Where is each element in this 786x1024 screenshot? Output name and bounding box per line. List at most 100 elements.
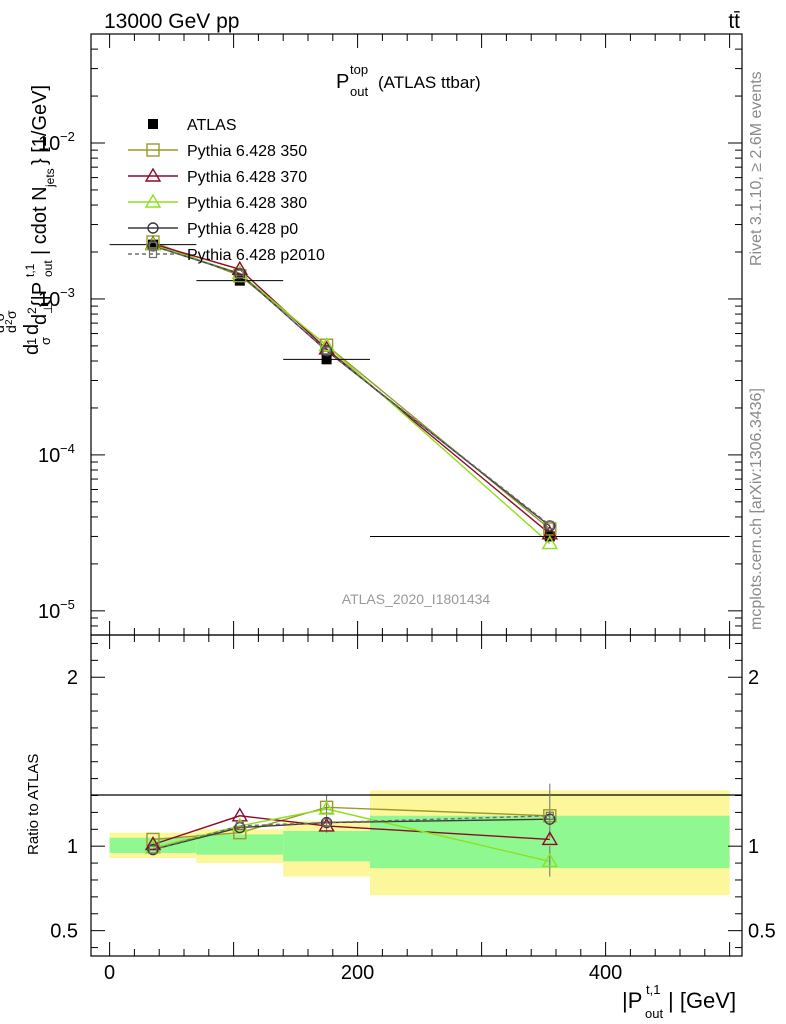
data-point — [541, 525, 559, 540]
data-point — [234, 275, 245, 286]
data-point — [322, 346, 331, 355]
y-tick-label: 10 — [38, 289, 60, 311]
ratio-line — [152, 818, 550, 851]
upper-series-lines — [109, 241, 730, 545]
ratio-uncertainty-bands — [109, 790, 730, 896]
svg-text:⊥: ⊥ — [41, 304, 55, 314]
svg-text:{|P: {|P — [29, 282, 51, 307]
legend-label: Pythia 6.428 370 — [187, 169, 307, 186]
svg-text:t,1: t,1 — [646, 982, 660, 997]
ratio-point — [147, 843, 159, 856]
legend-marker — [147, 222, 159, 234]
ratio-y-tick-label: 1 — [67, 836, 78, 858]
svg-text:} [1/GeV]: } [1/GeV] — [29, 85, 51, 165]
data-point — [148, 241, 158, 250]
svg-text:d σ: d σ — [0, 312, 7, 333]
ratio-y-tick-label-right: 0.5 — [748, 921, 776, 943]
legend-marker — [148, 119, 158, 129]
ratio-point — [235, 821, 244, 831]
x-tick-label: 200 — [341, 962, 374, 984]
ratio-line — [152, 808, 550, 863]
ratio-point — [543, 809, 557, 823]
y-tick-exponent: −3 — [60, 285, 75, 300]
data-point — [543, 522, 557, 536]
legend-marker — [146, 143, 160, 157]
x-tick-label: 0 — [104, 962, 115, 984]
header-right: tt̄ — [728, 10, 740, 33]
svg-text:d: d — [3, 325, 19, 333]
band-inner — [283, 830, 370, 862]
ratio-y-tick-label: 0.5 — [50, 921, 78, 943]
legend-marker — [144, 167, 162, 182]
svg-text:σ: σ — [3, 310, 19, 319]
band-inner — [196, 834, 284, 855]
data-point — [148, 239, 158, 250]
series-line — [152, 241, 551, 530]
svg-text:top: top — [350, 62, 368, 77]
watermark: ATLAS_2020_I1801434 — [342, 591, 491, 607]
svg-text:d: d — [29, 314, 51, 325]
data-point — [320, 345, 333, 357]
svg-text:out: out — [645, 1006, 663, 1021]
ratio-point — [233, 825, 247, 840]
ratio-y-tick-label-right: 1 — [748, 836, 759, 858]
ratio-line — [152, 806, 550, 841]
svg-text:fid: fid — [0, 304, 3, 315]
data-point — [234, 268, 246, 280]
series-line — [152, 244, 551, 545]
ratio-point — [544, 813, 556, 825]
data-point — [318, 337, 335, 352]
svg-text:d: d — [21, 344, 43, 355]
svg-text:out: out — [350, 84, 368, 99]
ratio-y-tick-label: 2 — [67, 667, 78, 689]
legend-label: Pythia 6.428 380 — [187, 195, 307, 212]
header-left: 13000 GeV pp — [104, 10, 239, 33]
legend-label: Pythia 6.428 p2010 — [187, 247, 325, 264]
legend: ATLAS Pythia 6.428 350 Pythia 6.428 370 Pyt… — [128, 117, 325, 264]
plot-title: P top out (ATLAS ttbar) — [336, 62, 481, 99]
data-point — [321, 354, 332, 365]
y-tick-exponent: −2 — [60, 129, 75, 144]
upper-series-markers — [144, 235, 559, 550]
y-tick-label: 10 — [38, 601, 60, 623]
data-point — [235, 269, 244, 278]
svg-text:1: 1 — [24, 338, 39, 345]
data-point — [231, 260, 249, 275]
ratio-y-tick-label-right: 2 — [748, 667, 759, 689]
series-line — [152, 245, 551, 526]
ratio-series-lines — [152, 783, 551, 877]
ratio-point — [320, 816, 333, 829]
ratio-point — [148, 845, 158, 854]
upper-panel: 10−510−410−310−2 ATLAS_2020_I1801434 P t… — [0, 33, 743, 636]
svg-text:jets: jets — [43, 168, 57, 188]
lower-x-label: |P t,1 out | [GeV] — [622, 982, 736, 1021]
svg-text:σ: σ — [38, 337, 53, 345]
svg-text:P: P — [336, 71, 349, 93]
ratio-line — [152, 815, 550, 851]
svg-text:t,1: t,1 — [23, 263, 37, 277]
ratio-point — [322, 818, 331, 827]
x-tick-label: 400 — [589, 962, 622, 984]
svg-text:out: out — [41, 260, 55, 277]
svg-text:2: 2 — [25, 307, 39, 314]
lower-axis-ticks: 0.5 0.5 1 1 2 2 0 200 400 — [50, 635, 776, 984]
y-tick-exponent: −4 — [60, 441, 75, 456]
legend-label: Pythia 6.428 p0 — [187, 221, 298, 238]
upper-y-label: d 1 σ d d 2 σ d σ fid d 2 ⊥ {|P t,1 out … — [0, 85, 57, 355]
ratio-series-markers — [144, 800, 559, 868]
svg-text:| cdot N: | cdot N — [29, 186, 51, 255]
svg-text:| [GeV]: | [GeV] — [668, 988, 736, 1013]
data-point — [541, 535, 559, 550]
svg-text:|P: |P — [622, 988, 642, 1013]
y-tick-exponent: −5 — [60, 597, 75, 612]
svg-text:d: d — [21, 324, 43, 335]
ratio-point — [541, 831, 559, 846]
legend-label: ATLAS — [187, 117, 237, 134]
ratio-line — [152, 815, 550, 846]
ratio-point — [231, 807, 249, 822]
lower-y-label: Ratio to ATLAS — [25, 754, 42, 855]
y-tick-label: 10 — [38, 445, 60, 467]
upper-axis-ticks: 10−510−410−310−2 — [38, 33, 742, 636]
mcplots-label: mcplots.cern.ch [arXiv:1306.3436] — [748, 388, 765, 630]
